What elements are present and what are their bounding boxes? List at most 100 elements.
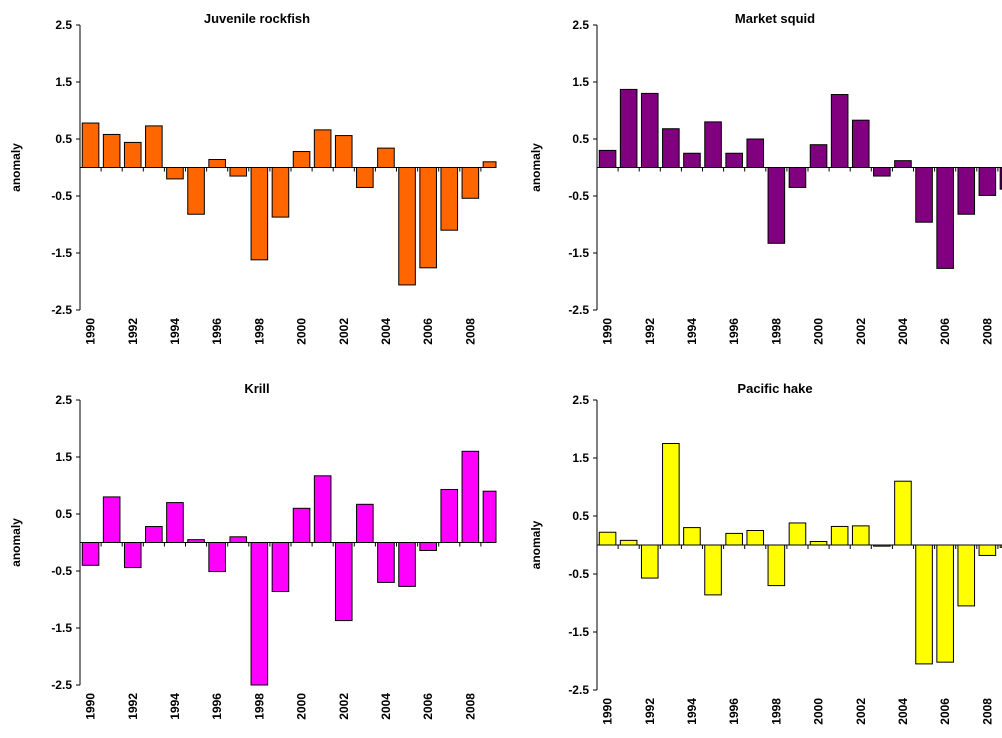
bar [250, 167, 269, 261]
bar [683, 152, 701, 168]
x-tick-label: 1998 [769, 318, 783, 345]
y-tick-label: -1.5 [51, 246, 72, 260]
y-tick-label: -0.5 [568, 567, 589, 581]
bar [419, 542, 437, 551]
y-tick-label: 0.5 [572, 132, 589, 146]
y-tick-label: -0.5 [51, 189, 72, 203]
bar [619, 539, 638, 546]
bar [936, 167, 954, 269]
x-tick-label: 2000 [812, 698, 826, 725]
bar [978, 544, 997, 556]
x-tick-label: 1996 [210, 693, 224, 720]
bar [102, 133, 121, 169]
bar [482, 490, 497, 544]
bar [398, 167, 416, 286]
y-axis-label: anomaly [9, 518, 23, 567]
chart-title: Pacific hake [737, 381, 812, 396]
bar [398, 542, 416, 587]
y-tick-label: -1.5 [568, 246, 589, 260]
y-tick-label: 2.5 [55, 393, 72, 407]
bar [440, 167, 459, 231]
bar [145, 526, 163, 543]
bar [123, 141, 142, 168]
x-tick-label: 2004 [379, 693, 393, 720]
y-tick-label: 0.5 [55, 132, 72, 146]
x-tick-label: 1998 [252, 318, 266, 345]
x-tick-label: 1990 [601, 318, 615, 345]
x-tick-label: 1996 [210, 318, 224, 345]
y-tick-label: 1.5 [55, 450, 72, 464]
bar [725, 152, 743, 168]
x-tick-label: 2000 [295, 318, 309, 345]
bar [166, 167, 184, 180]
bar [377, 147, 395, 168]
bar [936, 544, 954, 663]
y-tick-label: -0.5 [568, 189, 589, 203]
chart-panel: Juvenile rockfish anomaly 2.5 1.5 0.5 -0.5 -1.… [9, 11, 497, 345]
x-tick-label: 1996 [727, 698, 741, 725]
bar [915, 544, 933, 665]
bar [978, 167, 997, 196]
bar [334, 542, 353, 622]
x-tick-label: 1994 [168, 693, 182, 720]
bar [313, 129, 332, 169]
x-tick-label: 1998 [252, 693, 266, 720]
bar [81, 542, 100, 566]
y-tick-label: -2.5 [568, 683, 589, 697]
bar [788, 167, 807, 188]
bar [461, 450, 480, 543]
x-tick-label: 2006 [421, 318, 435, 345]
bar [229, 536, 248, 543]
bar [419, 167, 437, 269]
chart-title: Krill [244, 381, 269, 396]
x-tick-label: 1992 [643, 318, 657, 345]
bar [894, 480, 912, 546]
bar [809, 541, 828, 546]
y-tick-label: 1.5 [55, 75, 72, 89]
bar [461, 167, 480, 199]
chart-title: Juvenile rockfish [204, 11, 310, 26]
chart-panel: Pacific hake anomaly 2.5 1.5 0.5 -0.5 -1.5 -2.5… [529, 381, 1002, 725]
bar [830, 94, 849, 168]
bar [598, 531, 617, 546]
bar [208, 542, 226, 573]
bar [619, 88, 638, 168]
bar [809, 144, 828, 168]
bar [662, 128, 680, 169]
bar [292, 151, 311, 168]
x-tick-label: 2008 [980, 318, 994, 345]
x-tick-label: 1992 [126, 693, 140, 720]
x-tick-label: 2004 [896, 318, 910, 345]
bar [746, 530, 765, 546]
x-tick-label: 2006 [421, 693, 435, 720]
bar [440, 488, 459, 543]
bar [894, 160, 912, 169]
x-tick-label: 1990 [601, 698, 615, 725]
bar [145, 125, 163, 168]
y-tick-label: -0.5 [51, 564, 72, 578]
x-tick-label: 2008 [463, 318, 477, 345]
bar [356, 167, 374, 188]
chart-panel: Krill anomaly 2.5 1.5 0.5 -0.5 -1.5 -2.5 1990 199… [9, 381, 497, 720]
bar [915, 167, 933, 223]
y-tick-label: 0.5 [572, 509, 589, 523]
bar [123, 542, 142, 569]
chart-title: Market squid [735, 11, 815, 26]
bar [725, 532, 743, 546]
x-tick-label: 2004 [896, 698, 910, 725]
bar [746, 138, 765, 168]
x-tick-label: 1994 [685, 318, 699, 345]
x-tick-label: 2000 [812, 318, 826, 345]
y-tick-label: -2.5 [51, 303, 72, 317]
x-tick-label: 1994 [685, 698, 699, 725]
bar [81, 122, 100, 168]
x-tick-label: 2000 [295, 693, 309, 720]
y-tick-label: 1.5 [572, 451, 589, 465]
x-tick-label: 1992 [643, 698, 657, 725]
bar [957, 544, 976, 607]
bar [788, 522, 807, 546]
bar [662, 443, 680, 546]
bar [334, 135, 353, 169]
bar [767, 544, 786, 587]
bar [767, 167, 786, 244]
